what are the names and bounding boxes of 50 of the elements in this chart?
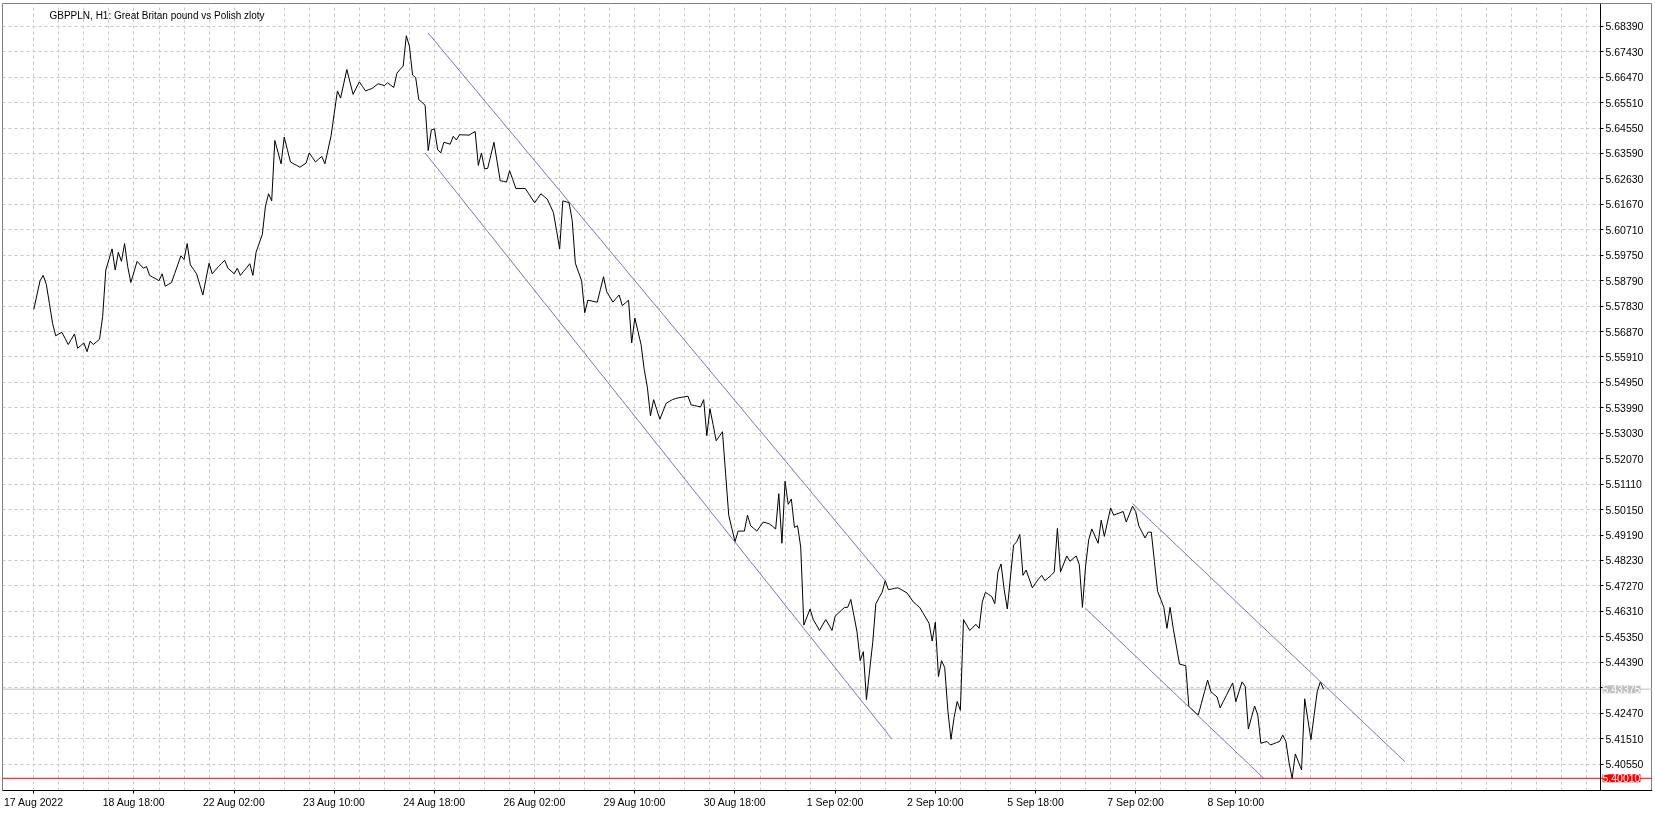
y-tick-label: 5.40550: [1605, 758, 1644, 770]
y-tick-label: 5.61670: [1605, 198, 1644, 211]
x-tick-label: 7 Sep 02:00: [1107, 795, 1165, 808]
y-tick-label: 5.59750: [1605, 249, 1644, 262]
y-tick-label: 5.50150: [1605, 503, 1644, 516]
ref-line-label: 5.40010: [1602, 772, 1641, 785]
y-tick-label: 5.58790: [1605, 274, 1644, 287]
x-tick-label: 17 Aug 2022: [4, 795, 64, 808]
x-tick-label: 1 Sep 02:00: [806, 795, 864, 808]
x-tick-label: 24 Aug 18:00: [403, 795, 466, 808]
y-tick-label: 5.62630: [1605, 172, 1644, 185]
y-tick-label: 5.52070: [1605, 452, 1644, 465]
y-tick-label: 5.67430: [1605, 45, 1644, 58]
y-tick-label: 5.56870: [1605, 325, 1644, 338]
y-tick-label: 5.53990: [1605, 401, 1644, 414]
y-tick-label: 5.46310: [1605, 605, 1644, 618]
line-series: [33, 35, 1324, 779]
x-tick-label: 30 Aug 18:00: [703, 795, 766, 808]
y-tick-label: 5.51110: [1605, 478, 1643, 491]
y-tick-label: 5.45350: [1605, 630, 1644, 643]
y-tick-label: 5.48230: [1605, 554, 1644, 567]
y-tick-label: 5.57830: [1605, 300, 1644, 313]
y-tick-label: 5.53030: [1605, 427, 1644, 440]
y-tick-label: 5.49190: [1605, 529, 1644, 542]
y-tick-label: 5.60710: [1605, 223, 1644, 236]
y-tick-label: 5.63590: [1605, 147, 1644, 160]
x-tick-label: 8 Sep 10:00: [1207, 795, 1265, 808]
text: GBPPLN, H1: Great Britan pound vs Polish zloty: [49, 9, 265, 21]
line-series: [1132, 503, 1406, 763]
y-tick-label: 5.54950: [1605, 376, 1644, 389]
y-tick-label: 5.47270: [1605, 579, 1644, 592]
line-series: [424, 152, 892, 740]
ref-line-label: 5.43375: [1602, 683, 1641, 696]
y-tick-label: 5.44390: [1605, 656, 1644, 669]
y-tick-label: 5.55910: [1605, 350, 1644, 363]
line-series: [427, 32, 886, 582]
x-tick-label: 2 Sep 10:00: [907, 795, 964, 808]
x-tick-label: 18 Aug 18:00: [102, 795, 165, 808]
y-tick-label: 5.65510: [1605, 96, 1644, 109]
y-tick-label: 5.64550: [1605, 122, 1644, 135]
y-tick-label: 5.68390: [1605, 20, 1644, 33]
line-series: [1085, 607, 1265, 780]
x-tick-label: 26 Aug 02:00: [503, 795, 566, 808]
x-tick-label: 22 Aug 02:00: [202, 795, 265, 808]
x-tick-label: 29 Aug 10:00: [603, 795, 666, 808]
y-tick-label: 5.41510: [1605, 732, 1644, 745]
y-tick-label: 5.66470: [1605, 71, 1644, 84]
x-tick-label: 5 Sep 18:00: [1007, 795, 1064, 808]
x-tick-label: 23 Aug 10:00: [303, 795, 366, 808]
y-tick-label: 5.42470: [1605, 707, 1644, 720]
